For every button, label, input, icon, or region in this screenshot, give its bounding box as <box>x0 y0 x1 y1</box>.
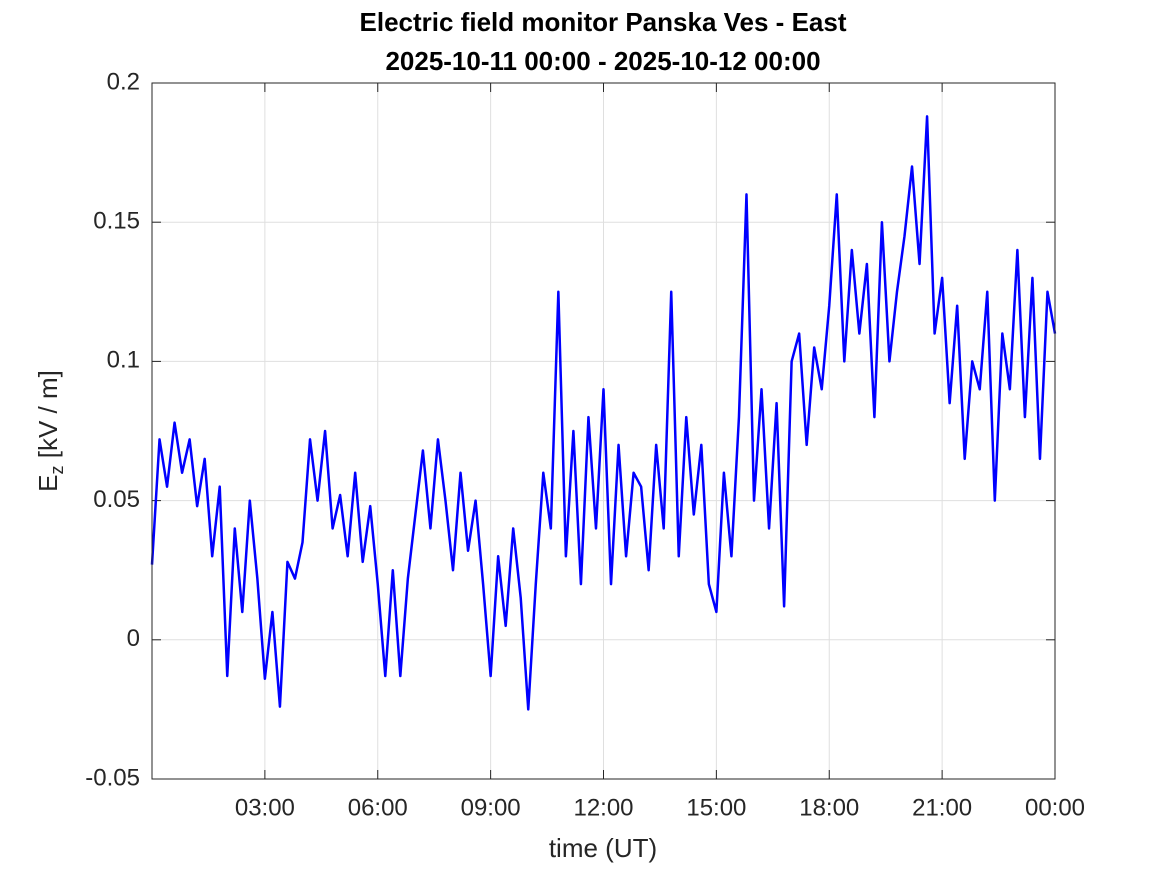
y-axis-label: Ez [kV / m] <box>33 370 67 492</box>
x-tick-label: 03:00 <box>235 794 295 821</box>
x-tick-label: 15:00 <box>686 794 746 821</box>
y-tick-label: 0.2 <box>107 68 140 95</box>
y-tick-label: 0 <box>127 625 140 652</box>
x-tick-label: 12:00 <box>573 794 633 821</box>
data-line <box>150 115 1057 711</box>
x-tick-label: 00:00 <box>1025 794 1085 821</box>
y-label-sub: z <box>47 466 67 475</box>
x-tick-label: 06:00 <box>348 794 408 821</box>
chart-subtitle: 2025-10-11 00:00 - 2025-10-12 00:00 <box>385 46 820 76</box>
x-tick-label: 21:00 <box>912 794 972 821</box>
y-label-rest: [kV / m] <box>33 370 63 465</box>
y-label-main: E <box>33 475 63 492</box>
y-tick-label: 0.15 <box>93 208 140 235</box>
y-tick-label: 0.05 <box>93 486 140 513</box>
y-tick-label: 0.1 <box>107 347 140 374</box>
x-axis-label: time (UT) <box>549 833 657 863</box>
chart-title: Electric field monitor Panska Ves - East <box>360 7 847 37</box>
x-tick-label: 09:00 <box>461 794 521 821</box>
axes-box <box>151 82 1056 780</box>
y-tick-label: -0.05 <box>85 764 140 791</box>
x-tick-label: 18:00 <box>799 794 859 821</box>
